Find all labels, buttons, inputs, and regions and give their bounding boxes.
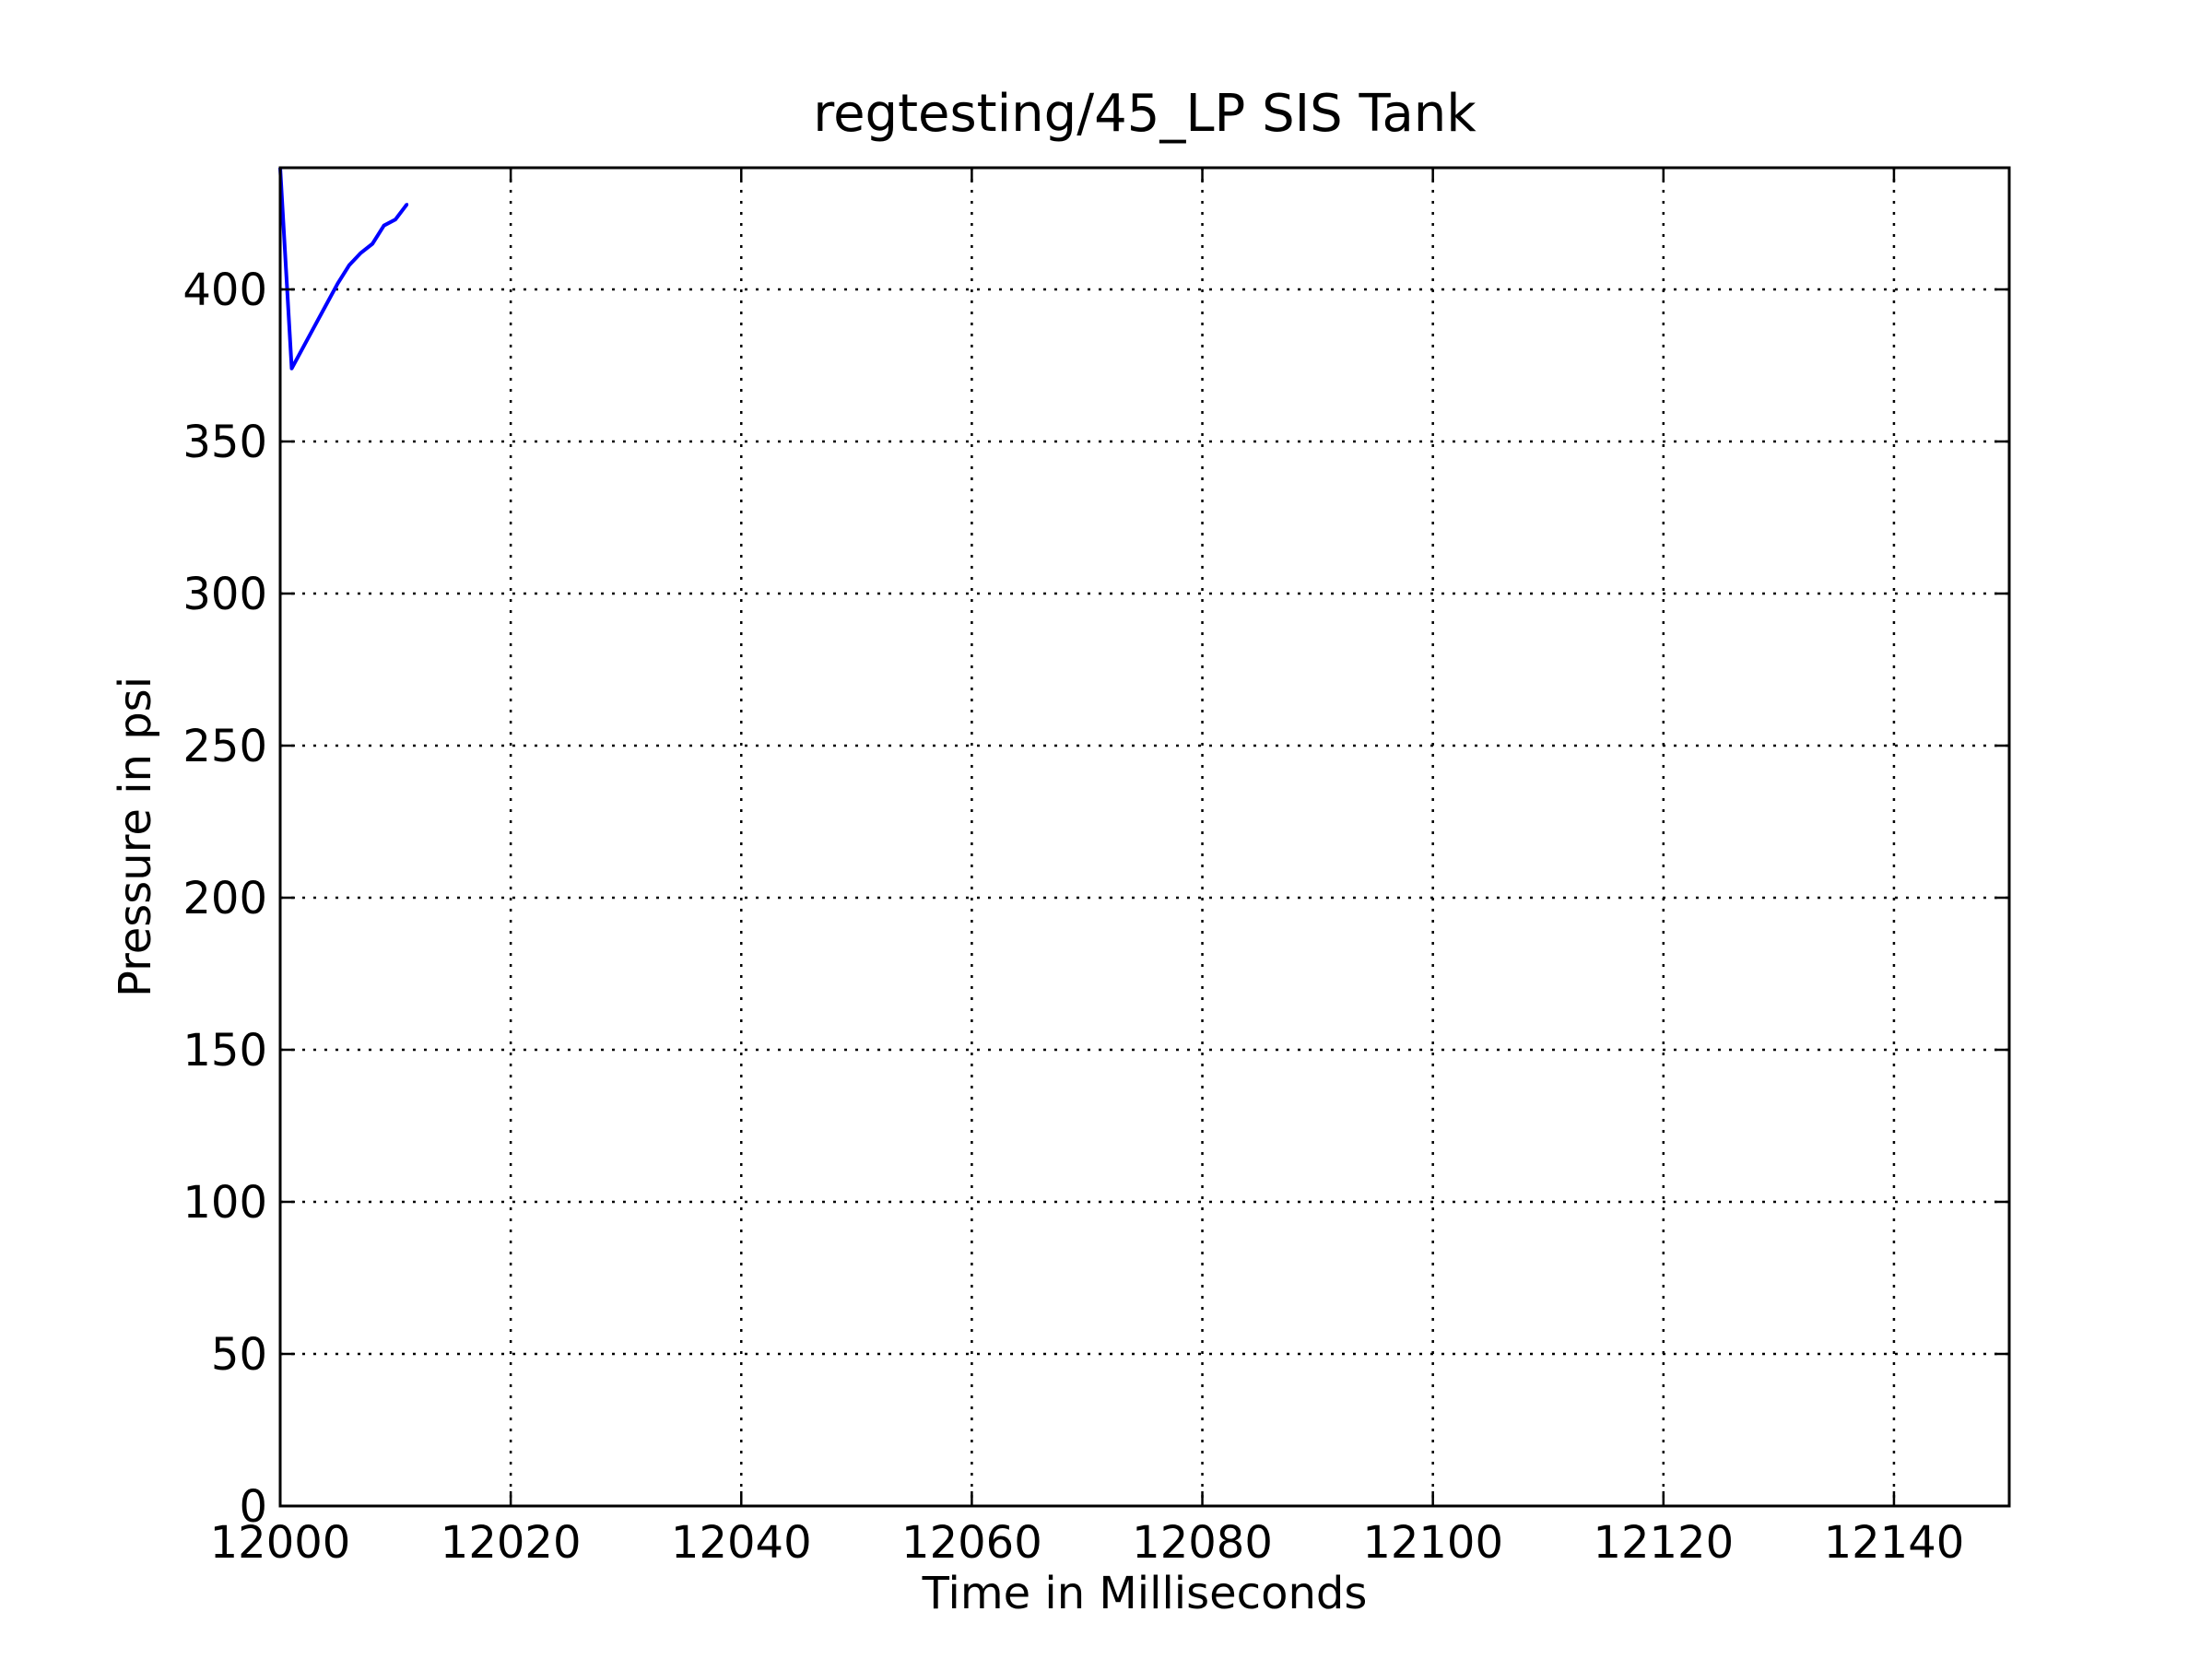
y-tick-label: 250: [182, 721, 267, 772]
y-tick-label: 300: [182, 569, 267, 620]
data-point: [313, 324, 317, 328]
x-tick-label: 12020: [441, 1517, 582, 1569]
x-axis-label: Time in Milliseconds: [922, 1568, 1368, 1619]
x-tick-label: 12040: [671, 1517, 812, 1569]
data-point: [324, 303, 328, 306]
x-tick-label: 12140: [1824, 1517, 1965, 1569]
grid-lines: [280, 168, 2009, 1506]
y-tick-label: 400: [182, 265, 267, 316]
data-point: [371, 242, 374, 245]
data-point: [347, 264, 351, 267]
chart-title: regtesting/45_LP SIS Tank: [813, 84, 1477, 144]
x-tick-label: 12060: [901, 1517, 1042, 1569]
x-tick-label: 12000: [210, 1517, 351, 1569]
y-tick-label: 150: [182, 1025, 267, 1077]
y-tick-label: 50: [211, 1329, 267, 1381]
data-point: [301, 346, 305, 349]
data-point: [394, 218, 397, 221]
y-tick-label: 200: [182, 873, 267, 924]
data-point: [406, 203, 409, 206]
plot-frame-group: [278, 166, 2011, 1508]
y-axis-label: Pressure in psi: [110, 677, 161, 997]
x-tick-label: 12100: [1362, 1517, 1503, 1569]
data-point: [382, 224, 386, 228]
ticks-layer: [278, 168, 2009, 1508]
plot-frame: [278, 166, 2011, 1508]
x-tick-label: 12080: [1132, 1517, 1273, 1569]
tick-labels: 12000 12020 12040 12060 12080 12100 12120 12140…: [182, 265, 1964, 1569]
data-point: [336, 281, 340, 285]
x-tick-label: 12120: [1593, 1517, 1734, 1569]
data-point: [359, 251, 363, 254]
series-line: [278, 167, 409, 371]
y-tick-label: 100: [182, 1177, 267, 1229]
data-point: [290, 367, 294, 371]
y-tick-label: 0: [239, 1481, 267, 1533]
y-tick-label: 350: [182, 417, 267, 468]
series-layer: [278, 166, 409, 371]
